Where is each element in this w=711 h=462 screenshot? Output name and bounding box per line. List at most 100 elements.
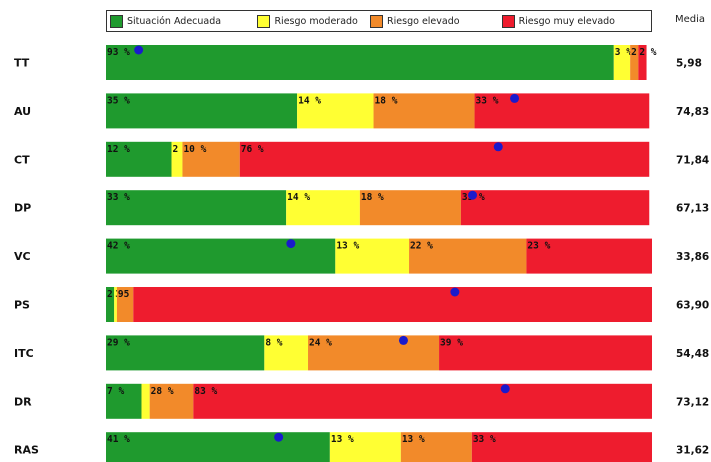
bar-segment: [373, 93, 475, 129]
legend-swatch: [257, 14, 271, 28]
bar-segment: [106, 190, 287, 226]
media-value: 67,13: [676, 203, 709, 215]
legend-label: Riesgo elevado: [387, 15, 460, 27]
segment-label: 83 %: [194, 386, 217, 397]
segment-label: 13 %: [402, 434, 425, 445]
bar-segment: [171, 141, 183, 177]
legend-item-3: Riesgo muy elevado: [499, 11, 651, 31]
segment-label: 41 %: [107, 434, 130, 445]
bar-segment: [613, 45, 631, 80]
bar-row-au: AU 35 % 14 % 18 % 33 % 74,83: [14, 93, 709, 129]
segment-label: 13 %: [336, 241, 359, 252]
media-marker: [510, 93, 520, 103]
row-label: RAS: [14, 444, 39, 457]
media-value: 74,83: [676, 106, 709, 118]
segment-label: 10 %: [183, 144, 206, 155]
segment-label: 29 %: [107, 337, 130, 348]
bar-segment: [297, 93, 374, 129]
media-column-title: Media: [675, 14, 706, 25]
row-label: PS: [14, 299, 30, 312]
legend-item-1: Riesgo moderado: [254, 11, 367, 31]
media-marker: [286, 239, 296, 249]
bar-segment: [114, 287, 117, 322]
bar-segment: [400, 432, 472, 462]
media-marker: [468, 190, 478, 200]
legend-item-0: Situación Adecuada: [107, 11, 254, 31]
bar-segment: [409, 238, 527, 274]
bar-segment: [106, 45, 614, 80]
bar-segment: [335, 238, 410, 274]
bar-row-dr: DR 7 % 28 % 83 % 73,12: [14, 383, 709, 419]
segment-label: 2: [173, 144, 179, 155]
bar-segment: [106, 93, 298, 129]
segment-label: 76 %: [241, 144, 264, 155]
bar-segment: [106, 287, 115, 322]
legend-label: Riesgo muy elevado: [518, 15, 615, 27]
segment-label: 35 %: [107, 95, 130, 106]
segment-label: 33 %: [473, 434, 496, 445]
media-marker: [493, 142, 503, 152]
bar-row-ps: PS23 %95 %63,90: [14, 287, 709, 322]
segment-label: 14 %: [287, 192, 310, 203]
bar-segment: [329, 432, 401, 462]
bar-segment: [264, 335, 309, 371]
legend-label: Situación Adecuada: [127, 15, 222, 27]
media-value: 63,90: [676, 300, 709, 312]
chart-legend: Situación Adecuada Riesgo moderado Riesgo …: [106, 10, 652, 32]
legend-item-2: Riesgo elevado: [367, 11, 499, 31]
segment-label: 14 %: [298, 95, 321, 106]
media-value: 54,48: [676, 348, 709, 360]
bar-segment: [286, 190, 360, 226]
bar-segment: [149, 383, 194, 419]
legend-swatch: [110, 14, 123, 28]
segment-label: 3 %: [615, 47, 632, 58]
bar-segment: [471, 432, 652, 462]
bar-row-tt: TT 93 % 3 % 2 2 % 5,98: [14, 45, 702, 80]
segment-label: 2: [107, 289, 113, 300]
segment-label: 22 %: [410, 241, 433, 252]
row-label: VC: [14, 250, 31, 263]
bar-segment: [106, 238, 336, 274]
segment-label: 2: [631, 47, 637, 58]
segment-label: 18 %: [375, 95, 398, 106]
row-label: DP: [14, 202, 31, 215]
media-value: 71,84: [676, 154, 709, 166]
bar-segment: [116, 287, 134, 322]
bar-segment: [638, 45, 647, 80]
media-marker: [274, 432, 284, 442]
segment-label: 24 %: [309, 337, 332, 348]
legend-swatch: [370, 14, 384, 28]
bar-row-ct: CT 12 % 2 10 % 76 % 71,84: [14, 141, 709, 177]
media-value: 33,86: [676, 251, 709, 263]
bar-segment: [460, 190, 650, 226]
bar-segment: [106, 335, 265, 371]
segment-label: 13 %: [331, 434, 354, 445]
bar-segment: [526, 238, 652, 274]
media-marker: [500, 384, 510, 394]
segment-label: 33 %: [107, 192, 130, 203]
media-value: 31,62: [676, 445, 709, 457]
row-label: TT: [14, 57, 30, 70]
row-label: CT: [14, 153, 30, 166]
media-marker: [134, 45, 144, 55]
row-label: AU: [14, 105, 31, 118]
bar-segment: [193, 383, 653, 419]
segment-label: 18 %: [361, 192, 384, 203]
bar-segment: [474, 93, 650, 129]
bar-segment: [106, 383, 142, 419]
media-marker: [450, 287, 460, 297]
bar-segment: [239, 141, 650, 177]
segment-label: 2 %: [639, 47, 656, 58]
media-value: 73,12: [676, 396, 709, 408]
legend-swatch: [501, 14, 515, 28]
media-value: 5,98: [676, 58, 702, 70]
segment-label: 8 %: [265, 337, 282, 348]
segment-label: 93 %: [107, 47, 130, 58]
segment-label: 7 %: [107, 386, 124, 397]
bar-segment: [630, 45, 639, 80]
bar-segment: [308, 335, 440, 371]
bar-segment: [106, 141, 172, 177]
bar-row-vc: VC 42 % 13 % 22 % 23 % 33,86: [14, 238, 709, 274]
bar-segment: [359, 190, 461, 226]
